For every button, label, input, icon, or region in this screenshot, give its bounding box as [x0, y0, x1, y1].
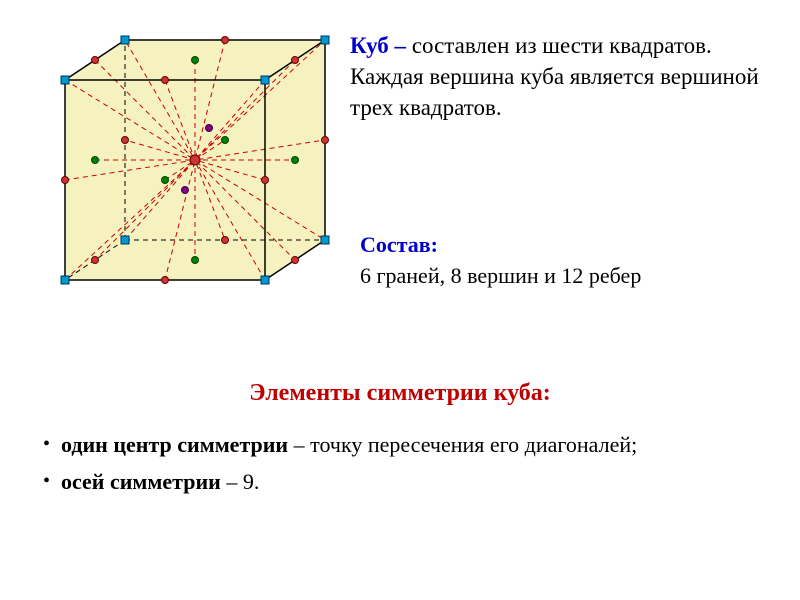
composition-block: Состав: 6 граней, 8 вершин и 12 ребер: [360, 230, 780, 292]
cube-label: Куб –: [350, 33, 406, 58]
cube-svg: [20, 20, 340, 340]
description-paragraph: Куб – составлен из шести квадратов. Кажд…: [350, 30, 780, 123]
p2: Каждая вершина куба является вершиной тр…: [350, 61, 780, 123]
symmetry-title: Элементы симметрии куба:: [0, 380, 800, 407]
b1-bold: один центр симметрии: [61, 432, 288, 457]
bullet-axes: осей симметрии – 9.: [35, 467, 765, 498]
composition-label: Состав:: [360, 230, 780, 261]
cube-diagram: [20, 20, 340, 340]
b2-rest: – 9.: [221, 469, 260, 494]
b1-rest: – точку пересечения его диагоналей;: [288, 432, 637, 457]
composition-body: 6 граней, 8 вершин и 12 ребер: [360, 261, 780, 292]
b2-bold: осей симметрии: [61, 469, 221, 494]
p1-rest: составлен из шести квадратов.: [406, 33, 712, 58]
symmetry-bullets: один центр симметрии – точку пересечения…: [35, 430, 765, 504]
bullet-center: один центр симметрии – точку пересечения…: [35, 430, 765, 461]
